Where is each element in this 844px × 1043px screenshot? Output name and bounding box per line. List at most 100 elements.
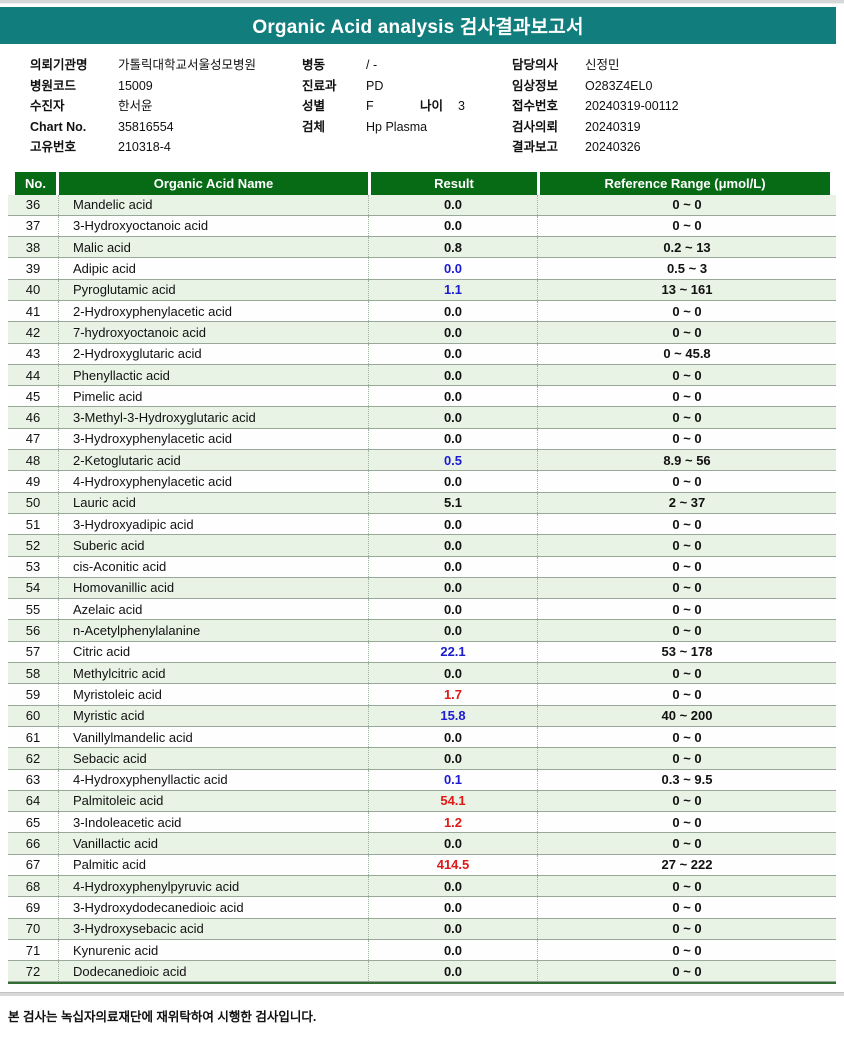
row-name: Vanillylmandelic acid [58,726,368,748]
row-result: 0.0 [368,876,537,897]
row-range: 0 ~ 0 [537,556,836,577]
row-no: 61 [25,729,41,745]
row-no: 45 [25,388,41,404]
row-name: Malic acid [58,237,368,258]
row-result: 0.0 [368,471,537,492]
sex-value: F [366,99,374,113]
row-range: 0 ~ 0 [537,513,836,535]
row-no: 70 [25,921,41,937]
row-result: 0.0 [368,194,537,215]
row-name: Myristic acid [58,705,368,726]
row-no: 55 [25,601,41,617]
row-range: 0 ~ 0 [537,300,836,322]
row-name: Adipic acid [58,258,368,279]
table-row: 58 Methylcitric acid 0.0 0 ~ 0 [8,663,836,685]
row-range: 8.9 ~ 56 [537,450,836,471]
row-result: 0.0 [368,215,537,237]
row-name: n-Acetylphenylalanine [58,620,368,641]
row-name: Myristoleic acid [58,684,368,705]
row-no: 66 [25,836,41,852]
patient-name-label: 수진자 [30,99,65,113]
row-result: 0.0 [368,599,537,620]
row-result: 0.0 [368,918,537,939]
organic-acid-results-table: No. Organic Acid Name Result Reference R… [8,171,836,985]
report-title: Organic Acid analysis 검사결과보고서 [252,17,584,38]
row-result: 0.1 [368,769,537,790]
ward-value: / - [366,58,378,72]
row-no: 72 [25,963,41,979]
result-report-date-value: 20240326 [585,140,641,154]
row-result: 1.7 [368,684,537,705]
row-result: 1.2 [368,812,537,833]
row-range: 0 ~ 0 [537,386,836,407]
row-name: Citric acid [58,641,368,663]
row-range: 0 ~ 0 [537,620,836,641]
department-value: PD [366,78,384,93]
row-no: 56 [25,623,41,639]
col-header-no: No. [15,171,56,195]
clinical-info-value: O283Z4EL0 [585,78,653,93]
table-row: 55 Azelaic acid 0.0 0 ~ 0 [8,599,836,621]
row-range: 0 ~ 45.8 [537,343,836,364]
row-name: Azelaic acid [58,599,368,620]
footer-note: 본 검사는 녹십자의료재단에 재위탁하여 시행한 검사입니다. [8,1010,317,1025]
chart-no-label: Chart No. [30,119,87,134]
age-value: 3 [458,99,465,113]
row-range: 0 ~ 0 [537,364,836,386]
row-range: 0 ~ 0 [537,961,836,982]
table-row: 37 3-Hydroxyoctanoic acid 0.0 0 ~ 0 [8,215,836,238]
table-row: 39 Adipic acid 0.0 0.5 ~ 3 [8,258,836,280]
row-range: 0 ~ 0 [537,876,836,897]
row-result: 54.1 [368,790,537,812]
row-name: Kynurenic acid [58,939,368,961]
table-row: 48 2-Ketoglutaric acid 0.5 8.9 ~ 56 [8,450,836,472]
test-request-date-value: 20240319 [585,119,641,134]
row-no: 51 [25,516,41,532]
info-row: 병원코드 15009 진료과 PD 임상정보 O283Z4EL0 [0,76,844,97]
table-row: 40 Pyroglutamic acid 1.1 13 ~ 161 [8,279,836,301]
row-no: 62 [25,750,41,766]
row-range: 40 ~ 200 [537,705,836,726]
row-result: 0.0 [368,364,537,386]
row-range: 13 ~ 161 [537,279,836,300]
row-no: 53 [25,559,41,575]
row-no: 49 [25,474,41,489]
table-header-row: No. Organic Acid Name Result Reference R… [15,171,830,195]
row-no: 71 [25,942,41,958]
row-range: 0 ~ 0 [537,748,836,769]
row-no: 43 [25,346,41,362]
row-name: Palmitic acid [58,854,368,875]
row-name: Lauric acid [58,492,368,513]
row-no: 37 [25,218,41,234]
row-range: 0 ~ 0 [537,684,836,705]
table-row: 64 Palmitoleic acid 54.1 0 ~ 0 [8,790,836,813]
row-name: 2-Hydroxyphenylacetic acid [58,300,368,322]
report-title-banner: Organic Acid analysis 검사결과보고서 [0,7,836,44]
row-range: 2 ~ 37 [537,492,836,513]
age-label: 나이 [420,99,444,113]
row-no: 50 [25,495,41,511]
row-range: 0 ~ 0 [537,322,836,343]
row-name: cis-Aconitic acid [58,556,368,577]
info-row: Chart No. 35816554 검체 Hp Plasma 검사의뢰 202… [0,117,844,138]
row-no: 58 [25,665,41,681]
row-name: Homovanillic acid [58,577,368,599]
row-range: 0 ~ 0 [537,897,836,918]
table-row: 51 3-Hydroxyadipic acid 0.0 0 ~ 0 [8,513,836,536]
row-range: 0 ~ 0 [537,407,836,428]
row-no: 39 [25,261,41,277]
page-top-strip [0,0,844,4]
row-range: 0 ~ 0 [537,726,836,748]
row-range: 0 ~ 0 [537,577,836,599]
row-result: 0.0 [368,386,537,407]
table-row: 50 Lauric acid 5.1 2 ~ 37 [8,492,836,514]
row-range: 0 ~ 0 [537,939,836,961]
row-result: 0.0 [368,726,537,748]
table-row: 72 Dodecanedioic acid 0.0 0 ~ 0 [8,961,836,983]
row-result: 0.0 [368,833,537,854]
row-range: 0 ~ 0 [537,790,836,812]
table-row: 45 Pimelic acid 0.0 0 ~ 0 [8,386,836,408]
row-name: 4-Hydroxyphenyllactic acid [58,769,368,790]
row-name: Palmitoleic acid [58,790,368,812]
row-name: 3-Methyl-3-Hydroxyglutaric acid [58,407,368,428]
